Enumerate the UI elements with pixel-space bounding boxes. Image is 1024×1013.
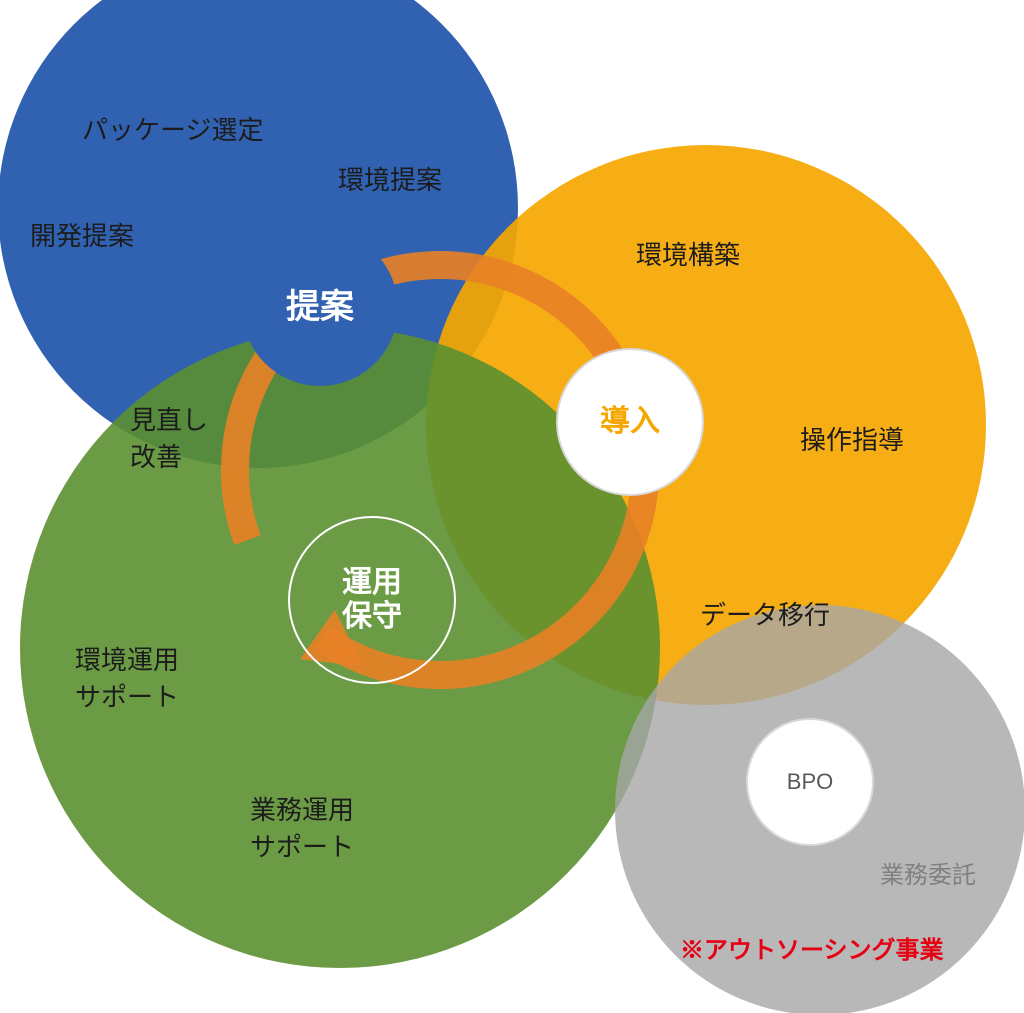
node-label-dounyu: 導入 [600,405,660,440]
node-label-teian: 提案 [286,288,354,327]
label-data_mig: データ移行 [700,595,830,632]
node-unyo: 運用 保守 [288,516,456,684]
label-env_build: 環境構築 [636,235,740,272]
label-dev_prop: 開発提案 [30,216,134,253]
label-gyomu: 業務委託 [880,855,976,890]
node-label-bpo: BPO [787,769,833,794]
venn-diagram: 提案導入運用 保守 BPO パッケージ選定環境提案開発提案環境構築操作指導 見直し 改… [0,0,1024,1013]
label-env_ops: 環境運用 サポート [75,640,179,714]
label-review: 見直し 改善 [130,400,208,474]
label-outsource: ※アウトソーシング事業 [680,930,944,965]
label-op_guide: 操作指導 [800,420,904,457]
label-pkg: パッケージ選定 [82,110,263,147]
label-biz_ops: 業務運用 サポート [250,790,354,864]
label-env_prop: 環境提案 [338,160,442,197]
node-teian: 提案 [242,230,398,386]
node-label-unyo: 運用 保守 [342,566,402,635]
node-bpo: BPO [746,718,874,846]
node-dounyu: 導入 [556,348,704,496]
